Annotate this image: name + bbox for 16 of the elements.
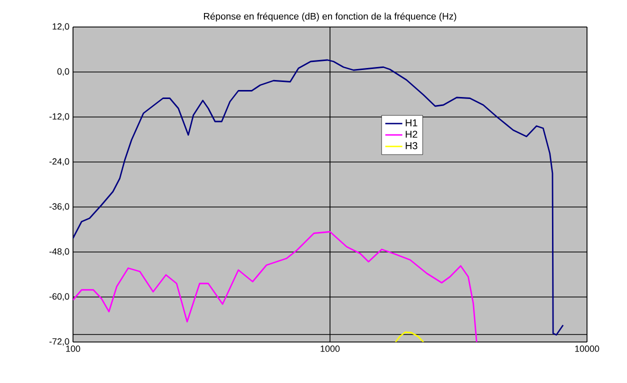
x-tick-label: 100 (66, 346, 80, 352)
legend-label: H3 (406, 142, 418, 150)
x-tick-label: 10000 (575, 346, 600, 352)
y-tick-label: -36,0 (49, 203, 70, 211)
chart-title: Réponse en fréquence (dB) en fonction de la fréquence (Hz) (204, 12, 456, 22)
y-tick-label: -12,0 (49, 113, 70, 121)
line-series (394, 332, 424, 342)
y-tick-label: 12,0 (52, 23, 70, 31)
y-tick-label: -72,0 (49, 338, 70, 346)
legend-label: H2 (406, 130, 418, 138)
legend-label: H1 (406, 119, 418, 126)
y-tick-label: 0,0 (57, 68, 70, 76)
y-tick-label: -24,0 (49, 158, 70, 166)
y-tick-label: -48,0 (49, 248, 70, 256)
x-tick-label: 1000 (320, 346, 340, 352)
y-tick-label: -60,0 (49, 293, 70, 301)
